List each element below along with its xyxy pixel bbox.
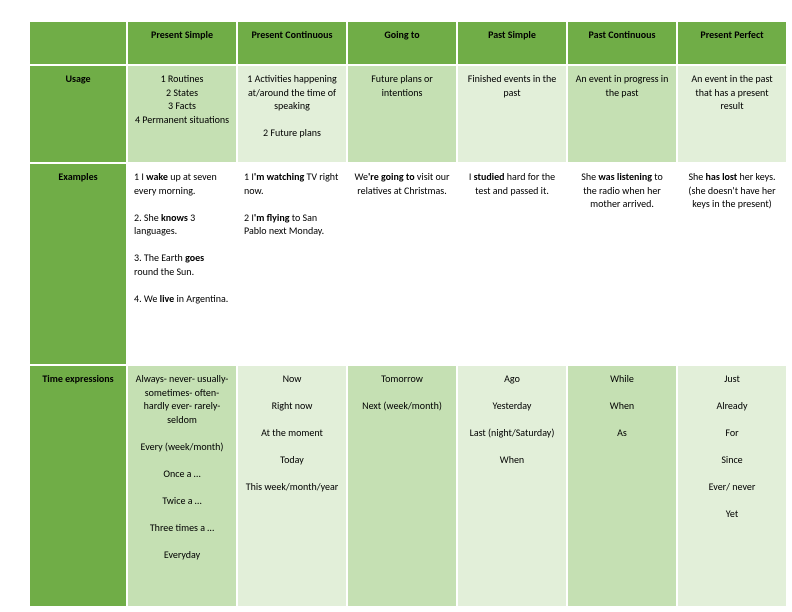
time-going-to: TomorrowNext (week/month)	[348, 366, 456, 606]
usage-past-simple: Finished events in the past	[458, 66, 566, 162]
time-past-simple: AgoYesterdayLast (night/Saturday)When	[458, 366, 566, 606]
examples-past-simple: I studied hard for the test and passed i…	[458, 164, 566, 364]
examples-past-continuous: She was listening to the radio when her …	[568, 164, 676, 364]
col-hdr-past-simple: Past Simple	[458, 22, 566, 64]
examples-present-perfect: She has lost her keys. (she doesn't have…	[678, 164, 786, 364]
row-hdr-time: Time expressions	[30, 366, 126, 606]
tenses-table: Present Simple Present Continuous Going …	[28, 20, 788, 608]
examples-present-continuous: 1 I'm watching TV right now.2 I'm flying…	[238, 164, 346, 364]
time-present-perfect: JustAlreadyForSinceEver/ neverYet	[678, 366, 786, 606]
col-hdr-going-to: Going to	[348, 22, 456, 64]
usage-present-simple: 1 Routines2 States3 Facts4 Permanent sit…	[128, 66, 236, 162]
usage-past-continuous: An event in progress in the past	[568, 66, 676, 162]
col-hdr-present-continuous: Present Continuous	[238, 22, 346, 64]
usage-present-continuous: 1 Activities happening at/around the tim…	[238, 66, 346, 162]
col-hdr-present-perfect: Present Perfect	[678, 22, 786, 64]
examples-going-to: We're going to visit our relatives at Ch…	[348, 164, 456, 364]
examples-present-simple: 1 I wake up at seven every morning.2. Sh…	[128, 164, 236, 364]
row-time-expressions: Time expressions Always- never- usually-…	[30, 366, 786, 606]
row-usage: Usage 1 Routines2 States3 Facts4 Permane…	[30, 66, 786, 162]
header-blank	[30, 22, 126, 64]
time-present-simple: Always- never- usually- sometimes- often…	[128, 366, 236, 606]
page: { "colors": { "header_bg": "#70ad47", "h…	[0, 0, 792, 612]
row-examples: Examples 1 I wake up at seven every morn…	[30, 164, 786, 364]
col-hdr-past-continuous: Past Continuous	[568, 22, 676, 64]
usage-present-perfect: An event in the past that has a present …	[678, 66, 786, 162]
row-hdr-examples: Examples	[30, 164, 126, 364]
usage-going-to: Future plans or intentions	[348, 66, 456, 162]
table-header-row: Present Simple Present Continuous Going …	[30, 22, 786, 64]
time-present-continuous: NowRight nowAt the momentTodayThis week/…	[238, 366, 346, 606]
time-past-continuous: WhileWhenAs	[568, 366, 676, 606]
col-hdr-present-simple: Present Simple	[128, 22, 236, 64]
row-hdr-usage: Usage	[30, 66, 126, 162]
